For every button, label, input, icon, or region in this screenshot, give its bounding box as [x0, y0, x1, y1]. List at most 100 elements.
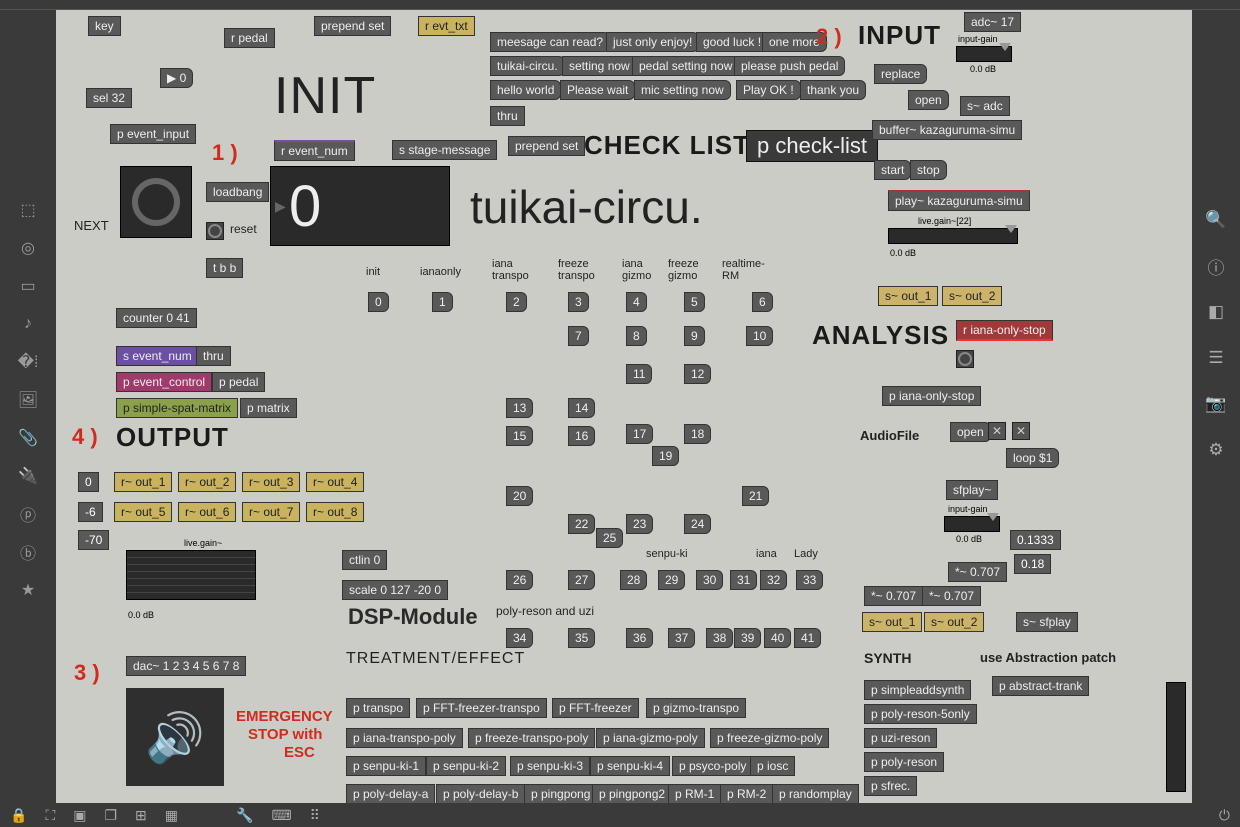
- obj-sout1b[interactable]: s~ out_1: [862, 612, 922, 632]
- power-icon[interactable]: ⏻: [1219, 807, 1230, 824]
- cube-icon[interactable]: ⬚: [18, 200, 38, 220]
- treatment-10[interactable]: p senpu-ki-3: [510, 756, 590, 776]
- treatment-7[interactable]: p freeze-gizmo-poly: [710, 728, 829, 748]
- treatment-18[interactable]: p RM-1: [668, 784, 721, 803]
- circle-b-icon[interactable]: ⓑ: [18, 542, 38, 562]
- msg-3[interactable]: good luck !: [696, 32, 768, 52]
- treatment-8[interactable]: p senpu-ki-1: [346, 756, 426, 776]
- event-msg-25[interactable]: 25: [596, 528, 623, 548]
- event-msg-14[interactable]: 14: [568, 398, 595, 418]
- synth-2[interactable]: p uzi-reson: [864, 728, 937, 748]
- num-0-18[interactable]: 0.18: [1014, 554, 1051, 574]
- obj-sadc[interactable]: s~ adc: [960, 96, 1010, 116]
- msg-6[interactable]: setting now: [562, 56, 637, 76]
- event-msg-0[interactable]: 0: [368, 292, 389, 312]
- list-icon[interactable]: ☰: [1206, 348, 1226, 368]
- screen-icon[interactable]: ▣: [73, 807, 86, 824]
- event-msg-10[interactable]: 10: [746, 326, 773, 346]
- treatment-12[interactable]: p psyco-poly: [672, 756, 753, 776]
- event-msg-24[interactable]: 24: [684, 514, 711, 534]
- obj-mul2[interactable]: *~ 0.707: [864, 586, 923, 606]
- event-msg-41[interactable]: 41: [794, 628, 821, 648]
- obj-ssfplay[interactable]: s~ sfplay: [1016, 612, 1078, 632]
- panel-icon[interactable]: ▭: [18, 276, 38, 296]
- treatment-14[interactable]: p poly-delay-a: [346, 784, 435, 803]
- patcher-canvas[interactable]: key r pedal prepend set r evt_txt sel 32…: [56, 10, 1192, 803]
- msg-open2[interactable]: open: [950, 422, 991, 442]
- event-msg-7[interactable]: 7: [568, 326, 589, 346]
- treatment-3[interactable]: p gizmo-transpo: [646, 698, 746, 718]
- event-msg-11[interactable]: 11: [626, 364, 652, 384]
- event-msg-40[interactable]: 40: [764, 628, 791, 648]
- event-msg-38[interactable]: 38: [706, 628, 733, 648]
- treatment-16[interactable]: p pingpong: [524, 784, 597, 803]
- obj-ctlin[interactable]: ctlin 0: [342, 550, 387, 570]
- event-msg-8[interactable]: 8: [626, 326, 647, 346]
- treatment-17[interactable]: p pingpong2: [592, 784, 672, 803]
- obj-thru2[interactable]: thru: [196, 346, 231, 366]
- msg-11[interactable]: mic setting now: [634, 80, 731, 100]
- wrench-icon[interactable]: 🔧: [236, 807, 253, 824]
- matrix-icon[interactable]: ⠿: [310, 807, 320, 824]
- obj-rout8[interactable]: r~ out_8: [306, 502, 364, 522]
- event-msg-34[interactable]: 34: [506, 628, 533, 648]
- obj-rout6[interactable]: r~ out_6: [178, 502, 236, 522]
- obj-counter[interactable]: counter 0 41: [116, 308, 197, 328]
- obj-revttxt[interactable]: r evt_txt: [418, 16, 475, 36]
- event-msg-20[interactable]: 20: [506, 486, 533, 506]
- obj-prependset2[interactable]: prepend set: [508, 136, 585, 156]
- obj-peventcontrol[interactable]: p event_control: [116, 372, 212, 392]
- msg-stop[interactable]: stop: [910, 160, 947, 180]
- step-icon[interactable]: �⁞: [18, 352, 38, 372]
- sliders-icon[interactable]: ⚙: [1206, 440, 1226, 460]
- synth-0[interactable]: p simpleaddsynth: [864, 680, 971, 700]
- obj-dac[interactable]: dac~ 1 2 3 4 5 6 7 8: [126, 656, 246, 676]
- num-0[interactable]: 0: [78, 472, 99, 492]
- treatment-6[interactable]: p iana-gizmo-poly: [596, 728, 705, 748]
- event-msg-3[interactable]: 3: [568, 292, 589, 312]
- treatment-13[interactable]: p iosc: [750, 756, 795, 776]
- bang-analysis[interactable]: [956, 350, 974, 368]
- multislider-out[interactable]: [126, 550, 256, 600]
- event-msg-5[interactable]: 5: [684, 292, 705, 312]
- plug-icon[interactable]: 🔌: [18, 466, 38, 486]
- event-msg-17[interactable]: 17: [626, 424, 653, 444]
- synth-3[interactable]: p poly-reson: [864, 752, 944, 772]
- num-m70[interactable]: -70: [78, 530, 109, 550]
- event-msg-32[interactable]: 32: [760, 570, 787, 590]
- treatment-11[interactable]: p senpu-ki-4: [590, 756, 670, 776]
- obj-pianaonlystop[interactable]: p iana-only-stop: [882, 386, 981, 406]
- obj-reventnum[interactable]: r event_num: [274, 140, 355, 161]
- obj-mul3[interactable]: *~ 0.707: [922, 586, 981, 606]
- obj-thru1[interactable]: thru: [490, 106, 525, 126]
- treatment-4[interactable]: p iana-transpo-poly: [346, 728, 463, 748]
- camera-icon[interactable]: 📷: [1206, 394, 1226, 414]
- event-msg-18[interactable]: 18: [684, 424, 711, 444]
- clip-icon[interactable]: 📎: [18, 428, 38, 448]
- obj-rout3[interactable]: r~ out_3: [242, 472, 300, 492]
- lock-icon[interactable]: 🔒: [10, 807, 27, 824]
- event-msg-19[interactable]: 19: [652, 446, 679, 466]
- present-icon[interactable]: ⛶: [45, 807, 55, 824]
- treatment-15[interactable]: p poly-delay-b: [436, 784, 525, 803]
- note-icon[interactable]: ♪: [18, 314, 38, 334]
- target-icon[interactable]: ◎: [18, 238, 38, 258]
- treatment-1[interactable]: p FFT-freezer-transpo: [416, 698, 547, 718]
- bang-reset[interactable]: [206, 222, 224, 240]
- event-msg-36[interactable]: 36: [626, 628, 653, 648]
- search-icon[interactable]: 🔍: [1206, 210, 1226, 230]
- treatment-19[interactable]: p RM-2: [720, 784, 773, 803]
- msg-9[interactable]: hello world: [490, 80, 561, 100]
- treatment-9[interactable]: p senpu-ki-2: [426, 756, 506, 776]
- treatment-2[interactable]: p FFT-freezer: [552, 698, 639, 718]
- event-msg-9[interactable]: 9: [684, 326, 705, 346]
- obj-rout2[interactable]: r~ out_2: [178, 472, 236, 492]
- event-msg-39[interactable]: 39: [734, 628, 761, 648]
- obj-rpedal[interactable]: r pedal: [224, 28, 275, 48]
- bang-next[interactable]: [120, 166, 192, 238]
- obj-sfplay[interactable]: sfplay~: [946, 480, 998, 500]
- obj-pmatrix[interactable]: p matrix: [240, 398, 297, 418]
- ezdac[interactable]: 🔊: [126, 688, 224, 786]
- obj-adc[interactable]: adc~ 17: [964, 12, 1021, 32]
- image-icon[interactable]: 🖼: [18, 390, 38, 410]
